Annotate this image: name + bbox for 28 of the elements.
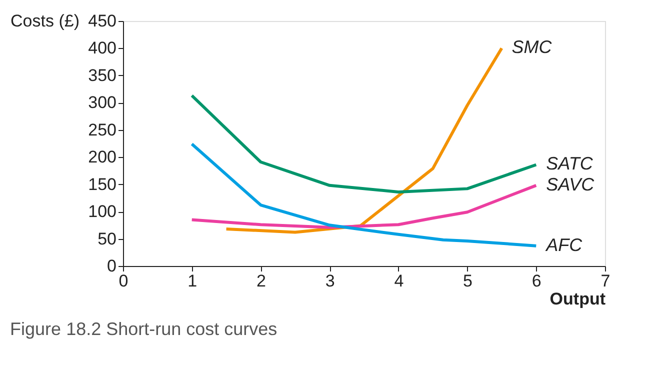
y-tick-label: 450 [88,12,116,30]
x-tick-label: 6 [532,272,542,290]
y-tick-label: 0 [107,256,116,276]
x-tick-label: 4 [394,272,404,290]
text: Figure 18.2 Short-run cost curves [10,319,278,339]
x-tick-label: 5 [463,272,473,290]
y-tick-label: 200 [88,148,116,167]
y-tick-label: 350 [88,66,116,85]
y-axis-title: Costs (£) [10,12,80,30]
series-label: SAVC [546,174,596,194]
y-tick-label: 400 [88,38,116,58]
y-tick-label: 100 [88,202,116,222]
y-tick-label: 250 [88,120,116,140]
x-tick-label: 3 [325,272,335,290]
x-tick-label: 2 [256,272,266,290]
x-tick-label: 0 [118,272,128,290]
x-axis-title: Output [550,290,606,308]
x-tick-label: 1 [188,272,198,290]
x-tick-label: 7 [600,272,610,290]
series-label: SMC [512,37,553,58]
line-series [190,142,538,248]
y-tick-label: 150 [88,174,116,194]
y-tick-label: 50 [98,229,116,248]
line-series [190,184,538,229]
series-label: SATC [546,154,594,174]
y-tick-label: 300 [88,93,116,112]
line-series [190,94,538,194]
series-label: AFC [545,234,584,255]
